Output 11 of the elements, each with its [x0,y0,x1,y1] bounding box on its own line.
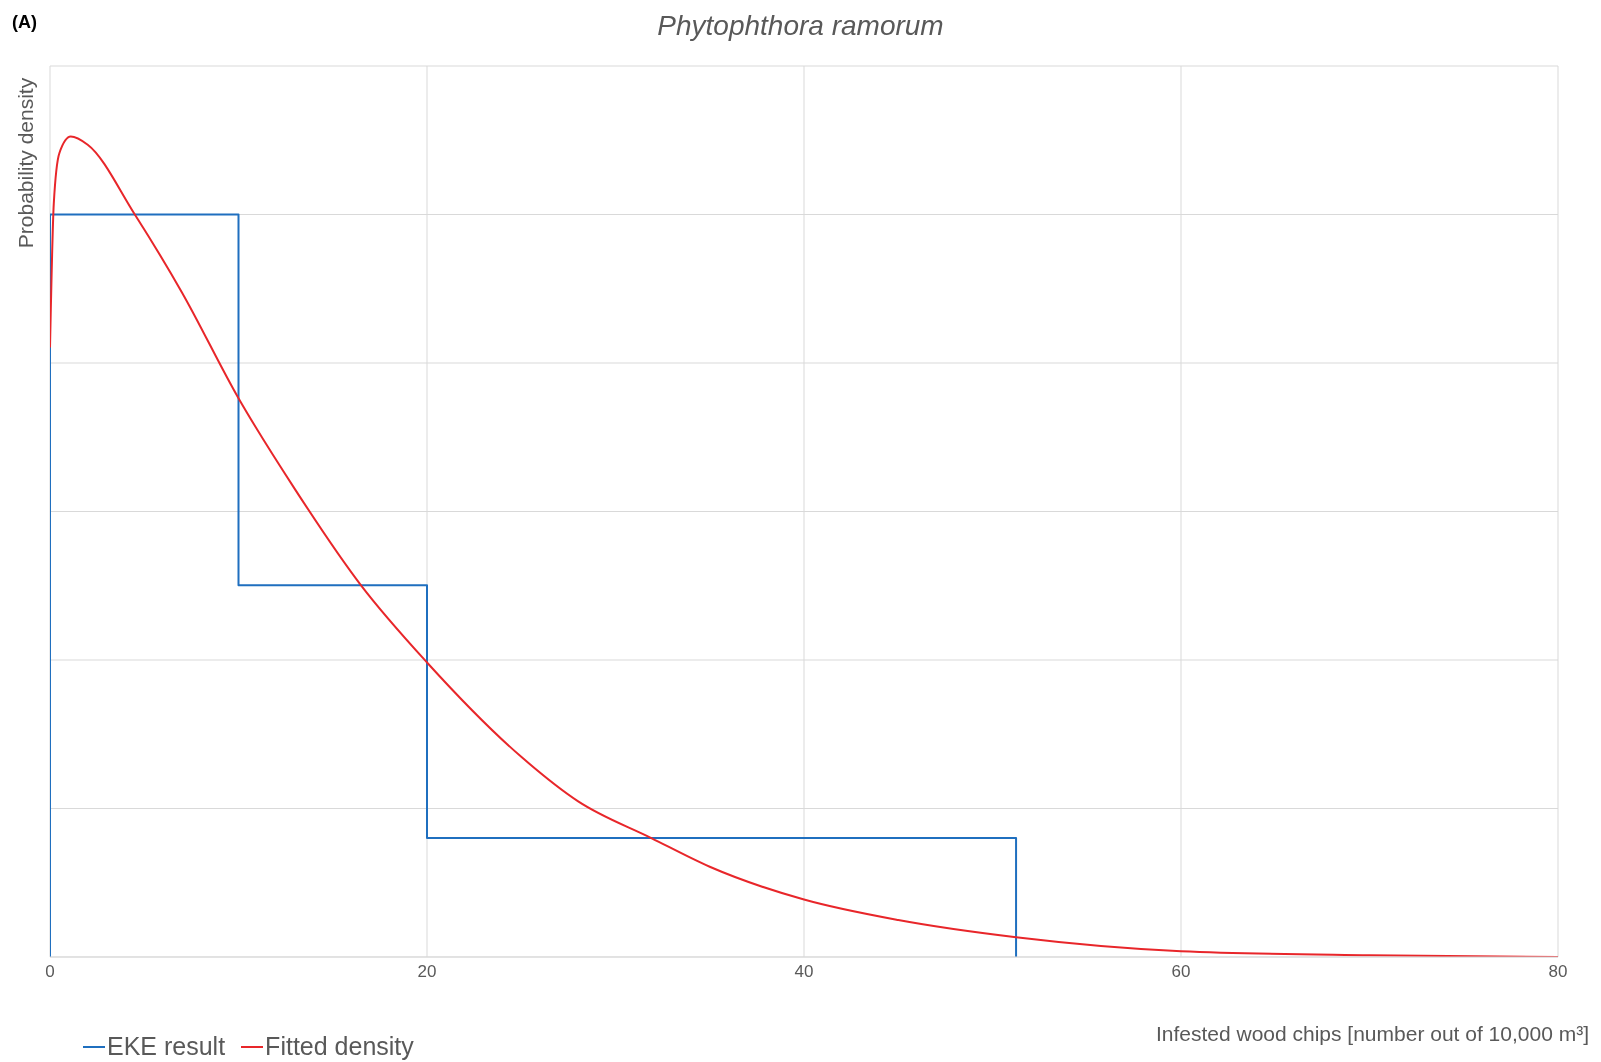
x-tick-label: 20 [417,962,437,982]
legend-label: Fitted density [265,1032,414,1061]
x-tick-label: 40 [794,962,814,982]
chart-title: Phytophthora ramorum [657,10,944,41]
x-tick-label: 80 [1548,962,1568,982]
x-tick-label: 0 [45,962,55,982]
x-axis-title: Infested wood chips [number out of 10,000 m³] [1155,1022,1589,1046]
x-tick-label: 60 [1171,962,1191,982]
legend-label: EKE result [107,1032,226,1061]
y-axis-title: Probability density [14,77,38,249]
text: (A) [12,12,37,33]
